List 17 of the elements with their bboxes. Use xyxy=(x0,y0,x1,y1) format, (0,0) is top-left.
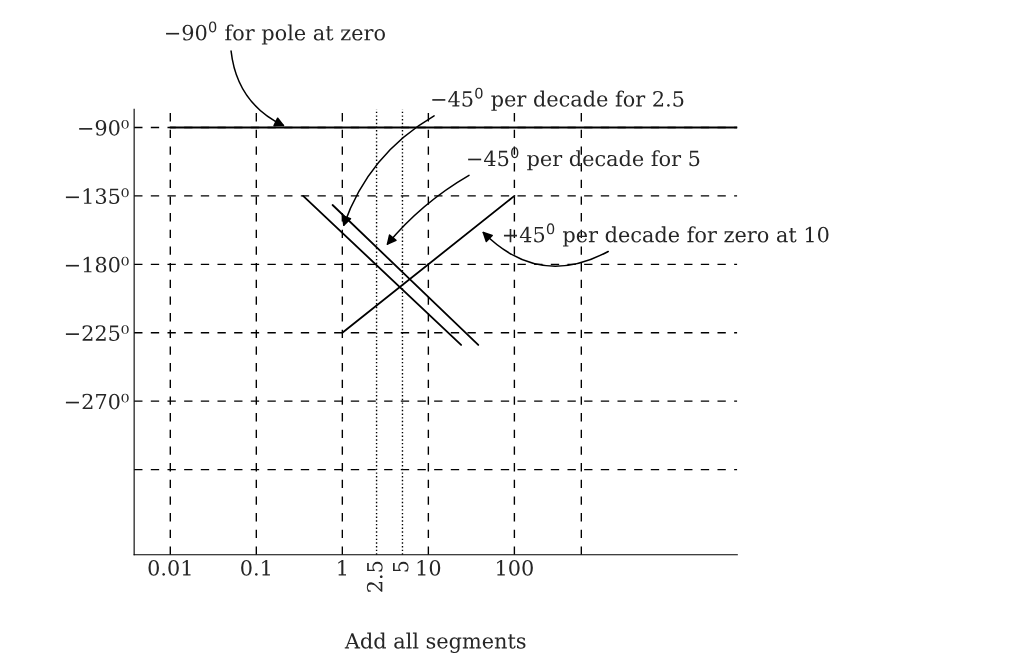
x-tick-label: 0.1 xyxy=(241,559,270,576)
ref-line-label: 5 xyxy=(393,561,409,572)
x-tick-label: 10 xyxy=(417,559,441,576)
y-tick-label: −180⁰ xyxy=(65,256,129,273)
y-tick-label: −270⁰ xyxy=(65,393,129,410)
annotation: +45$^{0}$ per decade for zero at 10 xyxy=(503,223,829,247)
y-tick-label: −90⁰ xyxy=(79,119,129,136)
x-tick-label: 0.01 xyxy=(148,559,191,576)
y-tick-label: −225⁰ xyxy=(65,325,129,341)
x-tick-label: 100 xyxy=(497,559,533,576)
ref-line-label: 2.5 xyxy=(366,561,383,592)
annotation: −90$^{0}$ for pole at zero xyxy=(166,21,385,45)
annotation: −45$^{0}$ per decade for 2.5 xyxy=(432,87,684,111)
x-tick-label: 1 xyxy=(338,559,347,576)
annotation: −45$^{0}$ per decade for 5 xyxy=(468,147,700,171)
x-axis-title: Add all segments xyxy=(344,632,526,654)
y-tick-label: −135⁰ xyxy=(65,188,129,205)
